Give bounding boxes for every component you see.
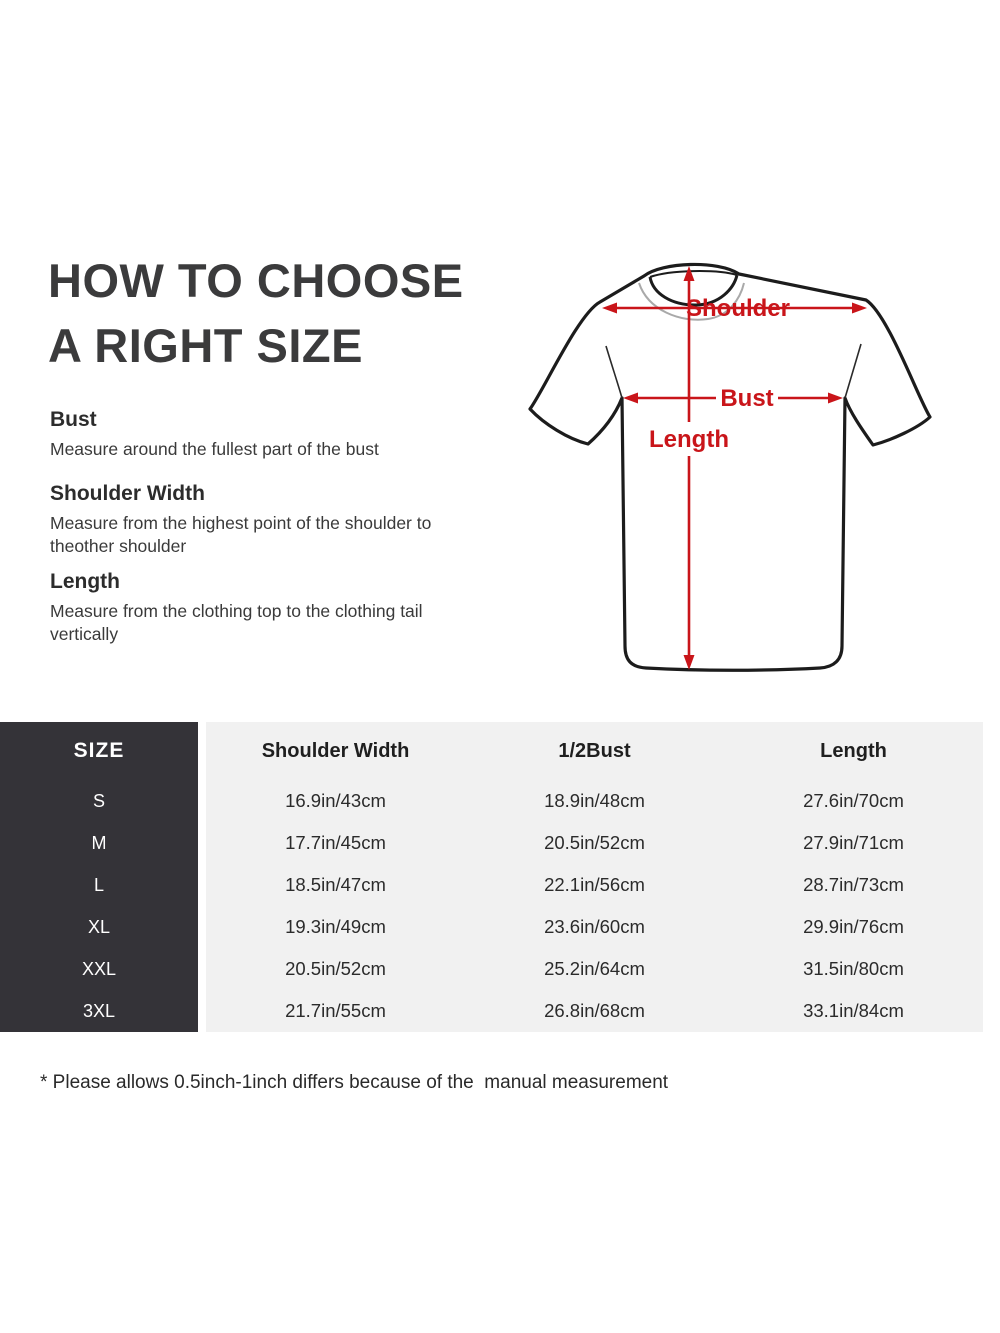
table-row-xxl: 20.5in/52cm 25.2in/64cm 31.5in/80cm <box>206 948 983 990</box>
shoulder-arrow-label: Shoulder <box>686 295 790 322</box>
bust-arrowhead-right <box>828 392 843 404</box>
guide-heading-length: Length <box>50 570 120 593</box>
cell-s-bust: 18.9in/48cm <box>544 790 645 811</box>
cell-xxl-length: 31.5in/80cm <box>803 958 904 979</box>
size-column: SIZE S M L XL XXL 3XL <box>0 722 198 1032</box>
cell-l-length: 28.7in/73cm <box>803 874 904 895</box>
cell-l-bust: 22.1in/56cm <box>544 874 645 895</box>
size-row-label-l: L <box>93 874 104 895</box>
size-row-label-3xl: 3XL <box>82 1000 116 1021</box>
guide-body-length: Measure from the clothing top to the clo… <box>50 601 423 644</box>
cell-3xl-length: 33.1in/84cm <box>803 1000 904 1021</box>
column-header-length: Length <box>820 739 887 762</box>
collar-shadow-arc <box>638 282 745 321</box>
table-row-3xl: 21.7in/55cm 26.8in/68cm 33.1in/84cm <box>206 990 983 1032</box>
page-title-line1: HOW TO CHOOSE <box>48 254 464 307</box>
cell-xxl-shoulder: 20.5in/52cm <box>285 958 386 979</box>
size-chart-table: SIZE S M L XL XXL 3XL Shoulder Width 1/2… <box>0 722 1000 1032</box>
shoulder-arrowhead-left <box>602 302 617 314</box>
tshirt-measurement-diagram: Shoulder Bust Length <box>520 250 940 680</box>
cell-3xl-shoulder: 21.7in/55cm <box>285 1000 386 1021</box>
column-header-shoulder-width: Shoulder Width <box>261 739 410 762</box>
length-arrow-label: Length <box>649 426 729 453</box>
size-column-header-label: SIZE <box>73 739 125 762</box>
size-column-header: SIZE <box>0 722 198 780</box>
left-sleeve-seam <box>605 345 623 399</box>
right-sleeve-seam <box>844 343 862 399</box>
cell-xxl-bust: 25.2in/64cm <box>544 958 645 979</box>
page-title: HOW TO CHOOSE A RIGHT SIZE <box>48 248 464 378</box>
cell-s-shoulder: 16.9in/43cm <box>285 790 386 811</box>
table-header-row: Shoulder Width 1/2Bust Length <box>206 722 983 780</box>
cell-3xl-bust: 26.8in/68cm <box>544 1000 645 1021</box>
cell-m-bust: 20.5in/52cm <box>544 832 645 853</box>
guide-body-bust: Measure around the fullest part of the b… <box>50 439 379 459</box>
cell-m-shoulder: 17.7in/45cm <box>285 832 386 853</box>
bust-arrow-label: Bust <box>720 385 773 412</box>
cell-s-length: 27.6in/70cm <box>803 790 904 811</box>
table-row-xl: 19.3in/49cm 23.6in/60cm 29.9in/76cm <box>206 906 983 948</box>
page-title-line2: A RIGHT SIZE <box>48 319 363 372</box>
guide-section-bust: Bust Measure around the fullest part of … <box>50 408 490 461</box>
collar-inner-edge <box>649 270 738 278</box>
guide-heading-shoulder-width: Shoulder Width <box>50 482 205 505</box>
guide-heading-bust: Bust <box>50 408 97 431</box>
size-row-label-m: M <box>91 832 107 853</box>
cell-xl-length: 29.9in/76cm <box>803 916 904 937</box>
table-row-s: 16.9in/43cm 18.9in/48cm 27.6in/70cm <box>206 780 983 822</box>
cell-m-length: 27.9in/71cm <box>803 832 904 853</box>
size-row-label-xxl: XXL <box>81 958 117 979</box>
length-arrowhead-down <box>683 655 695 670</box>
cell-xl-bust: 23.6in/60cm <box>544 916 645 937</box>
collar-band <box>648 274 739 307</box>
table-row-l: 18.5in/47cm 22.1in/56cm 28.7in/73cm <box>206 864 983 906</box>
size-row-label-s: S <box>92 790 105 811</box>
bust-arrowhead-left <box>623 392 638 404</box>
guide-section-length: Length Measure from the clothing top to … <box>50 570 490 646</box>
table-row-m: 17.7in/45cm 20.5in/52cm 27.9in/71cm <box>206 822 983 864</box>
measurement-disclaimer: * Please allows 0.5inch-1inch differs be… <box>40 1072 669 1093</box>
column-header-half-bust: 1/2Bust <box>558 739 631 762</box>
guide-section-shoulder-width: Shoulder Width Measure from the highest … <box>50 482 490 558</box>
measurements-columns: Shoulder Width 1/2Bust Length 16.9in/43c… <box>206 722 983 1032</box>
cell-xl-shoulder: 19.3in/49cm <box>285 916 386 937</box>
tshirt-outline <box>528 262 932 672</box>
cell-l-shoulder: 18.5in/47cm <box>285 874 386 895</box>
shoulder-arrowhead-right <box>852 302 867 314</box>
length-arrowhead-up <box>683 266 695 281</box>
guide-body-shoulder-width: Measure from the highest point of the sh… <box>50 513 432 556</box>
tshirt-diagram-svg: Shoulder Bust Length <box>528 262 932 672</box>
size-row-label-xl: XL <box>87 916 111 937</box>
